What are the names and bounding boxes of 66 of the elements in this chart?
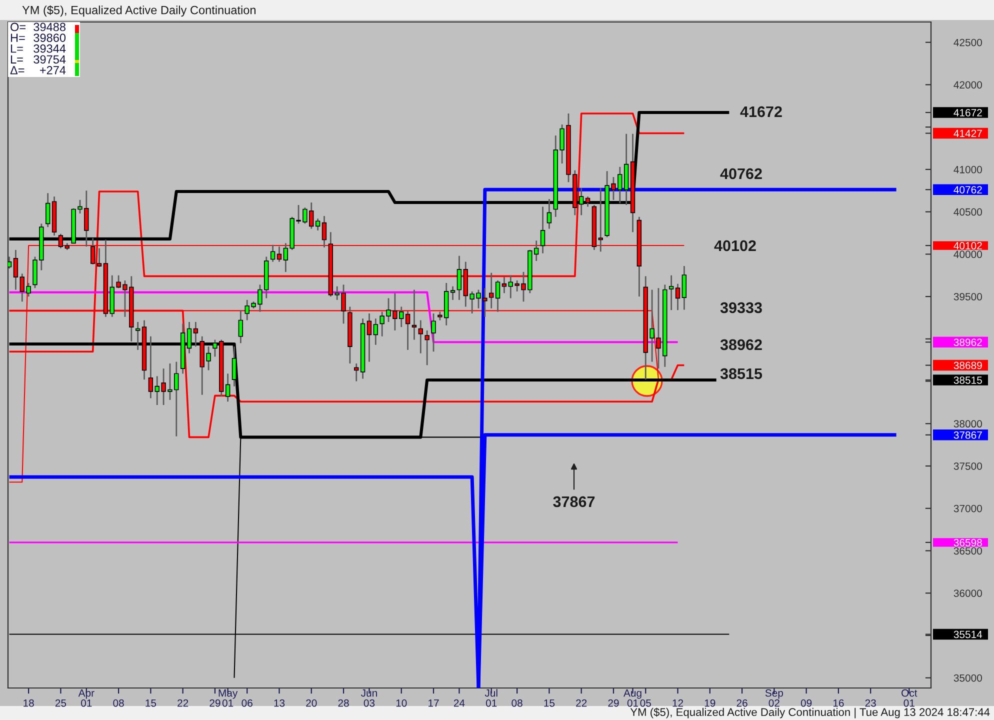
x-tick-label: Apr 01 [78,689,94,707]
x-tick-label: 29 [608,699,619,707]
annotation: 38515 [720,368,762,380]
y-tick-label: 36000 [954,590,982,597]
y-tick-label: 40102 [954,242,982,250]
y-tick-label: 35514 [954,630,982,638]
y-tick-label: 38689 [954,362,982,370]
y-tick-label: 39500 [954,293,982,300]
annotation: 40762 [720,168,762,180]
x-tick-label: 15 [146,700,156,707]
y-tick-label: 41000 [954,166,982,174]
x-tick-label: 29 [210,699,220,707]
x-tick-label: 28 [338,699,349,707]
y-tick-label: 37867 [954,431,982,439]
annotation: 38962 [720,339,762,350]
y-tick-label: 38515 [954,376,982,384]
annotation: 40102 [714,240,756,252]
y-tick-label: 40500 [954,208,982,216]
y-tick-label: 36598 [954,538,982,546]
x-tick-label: 25 [55,699,66,707]
y-tick-label: 41672 [954,108,982,116]
x-tick-label: 23 [865,699,876,707]
text: YM ($5), Equalized Active Daily Continuation | Tue Aug 13 2024 18:47:44 [630,708,990,718]
y-tick-label: 42000 [954,81,982,89]
x-tick-label: 18 [24,699,34,707]
x-tick-label: 19 [704,699,716,707]
x-tick-label: 08 [512,699,522,707]
x-tick-label: Jul 01 [484,689,498,707]
annotation: H= 39860 [10,34,66,42]
x-tick-label: 24 [454,699,465,707]
y-tick-label: 37500 [954,462,982,470]
y-tick-label: 40000 [954,250,982,258]
annotation: 39333 [720,302,762,314]
x-tick-label: 06 [242,699,252,707]
x-tick-label: 09 [800,699,812,707]
x-tick-label: Aug 01 [624,689,642,707]
y-tick-label: 36500 [954,547,982,555]
x-tick-label: 15 [544,700,555,707]
x-tick-label: 13 [274,699,285,707]
text: Δ= +274 [10,66,66,74]
y-tick-label: 40762 [954,186,982,194]
x-tick-label: 22 [178,699,188,707]
annotation: L= 39754 [10,55,66,64]
x-tick-label: 12 [672,699,684,707]
y-tick-label: 37000 [954,504,982,512]
x-tick-label: Sep 02 [765,689,783,707]
x-tick-label: 17 [428,700,439,707]
x-tick-label: 16 [833,699,844,707]
x-tick-label: 20 [306,699,317,707]
x-tick-label: 10 [396,699,407,707]
x-tick-label: Jun 03 [360,689,377,707]
y-tick-label: 38962 [954,338,982,346]
x-tick-label: 05 [640,699,651,707]
x-tick-label: Oct 01 [902,689,918,707]
annotation: 41672 [740,106,782,118]
x-tick-label: 08 [113,699,124,707]
annotation: O= 39488 [10,22,66,32]
x-tick-label: 22 [576,699,587,707]
chart-title: YM ($5), Equalized Active Daily Continuation [22,5,256,17]
annotation: 37867 [553,496,595,508]
annotation: L= 39344 [10,44,66,53]
x-tick-label: 26 [736,699,748,707]
y-tick-label: 35000 [954,674,982,682]
y-tick-label: 42500 [954,38,982,46]
y-tick-label: 41427 [954,130,982,138]
y-tick-label: 38000 [954,420,982,428]
